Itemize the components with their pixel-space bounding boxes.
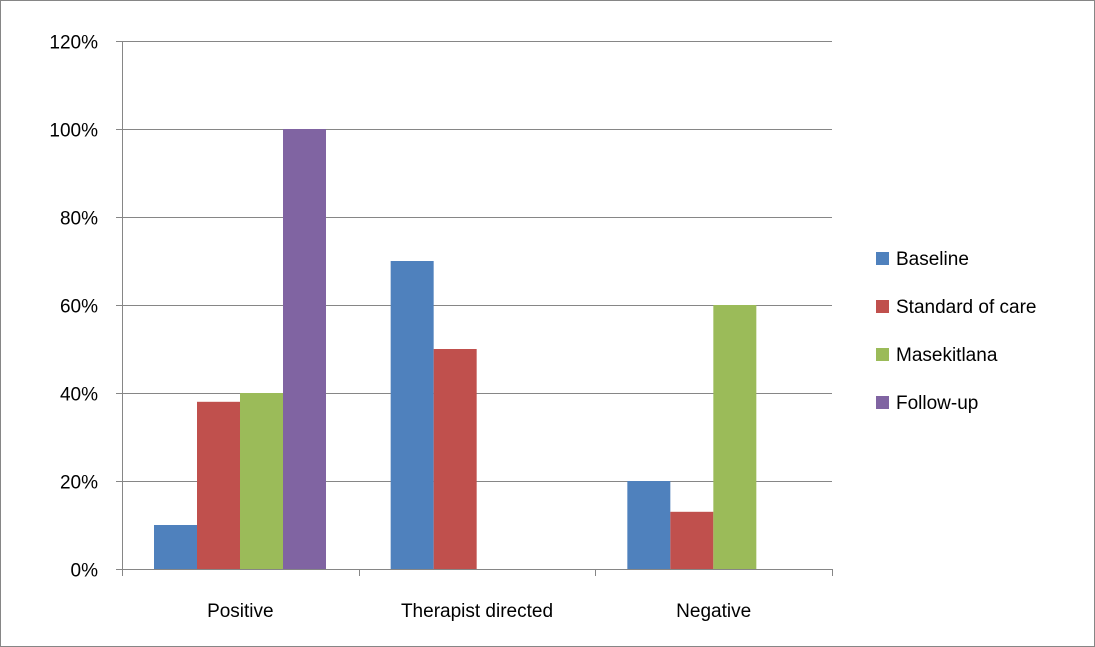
bar	[433, 349, 477, 569]
x-category-label: Negative	[676, 601, 751, 622]
bar	[154, 525, 197, 569]
x-category-label: Positive	[207, 601, 274, 622]
y-tick-label: 60%	[60, 297, 98, 318]
x-category-label: Therapist directed	[401, 601, 553, 622]
legend-swatch	[876, 300, 889, 313]
y-tick-label: 100%	[49, 121, 98, 142]
legend-label: Masekitlana	[896, 345, 998, 366]
y-tick-labels: 0% 20% 40% 60% 80% 100% 120%	[49, 33, 98, 582]
bar	[670, 511, 714, 569]
legend-label: Follow-up	[896, 393, 978, 414]
legend-label: Standard of care	[896, 297, 1036, 318]
bar	[713, 305, 757, 569]
legend-label: Baseline	[896, 249, 969, 270]
y-tick-label: 80%	[60, 209, 98, 230]
x-category-labels: Positive Therapist directed Negative	[207, 601, 751, 622]
legend-swatch	[876, 348, 889, 361]
bar	[283, 129, 326, 569]
y-tick-label: 0%	[71, 561, 99, 582]
y-tick-label: 20%	[60, 473, 98, 494]
bar	[627, 481, 671, 569]
legend: Baseline Standard of care Masekitlana Follo…	[876, 249, 1036, 414]
bar	[240, 393, 283, 569]
y-tick-label: 120%	[49, 33, 98, 54]
bar	[197, 401, 240, 569]
legend-swatch	[876, 252, 889, 265]
axes	[116, 41, 833, 576]
legend-swatch	[876, 396, 889, 409]
y-tick-label: 40%	[60, 385, 98, 406]
bars	[154, 129, 757, 569]
bar	[390, 261, 434, 569]
